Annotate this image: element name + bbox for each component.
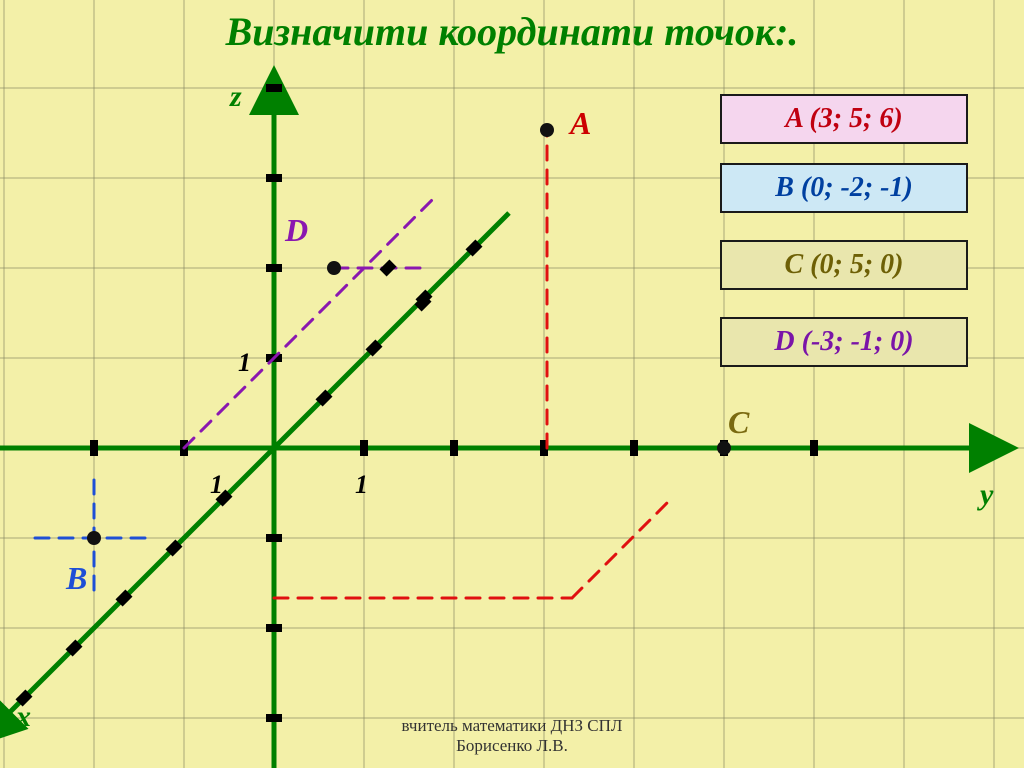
answer-text-c: C (0; 5; 0) [785,249,904,280]
answer-text-b: B (0; -2; -1) [775,172,913,203]
footer-line-1: вчитель математики ДНЗ СПЛ [402,716,623,735]
footer-text: вчитель математики ДНЗ СПЛ Борисенко Л.В… [0,716,1024,756]
answer-box-d: D (-3; -1; 0) [720,317,968,367]
diagram-stage: Визначити координати точок:. вчитель мат… [0,0,1024,768]
axis-label-z: z [230,80,242,114]
point-label-b: B [66,560,87,597]
answer-box-c: C (0; 5; 0) [720,240,968,290]
answer-text-a: A (3; 5; 6) [785,103,902,134]
point-label-d: D [285,212,308,249]
page-title: Визначити координати точок:. [0,8,1024,55]
footer-line-2: Борисенко Л.В. [456,736,568,755]
axis-label-y: y [980,478,993,512]
answer-box-a: A (3; 5; 6) [720,94,968,144]
axis-label-x: x [16,700,31,734]
point-label-c: C [728,404,749,441]
unit-label-one-z: 1 [238,348,251,378]
unit-label-one-y: 1 [355,470,368,500]
point-label-a: A [570,105,591,142]
answer-text-d: D (-3; -1; 0) [774,326,913,357]
answer-box-b: B (0; -2; -1) [720,163,968,213]
unit-label-one-x: 1 [210,470,223,500]
